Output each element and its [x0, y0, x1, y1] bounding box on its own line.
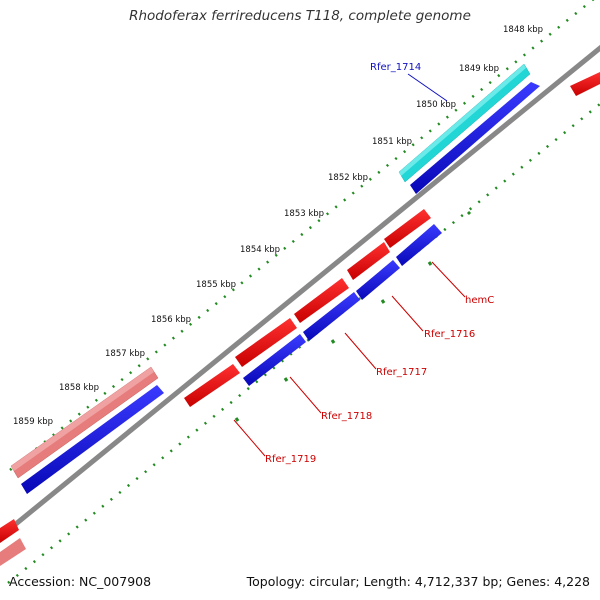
tick-label: 1852 kbp [328, 173, 368, 183]
red-gene-rfer-1718-area[interactable] [235, 318, 297, 367]
tick-label: 1851 kbp [372, 137, 412, 147]
red-gene-bottom-left[interactable] [0, 519, 19, 543]
tick-label: 1850 kbp [416, 100, 456, 110]
genome-title: Rhodoferax ferrireducens T118, complete … [129, 8, 471, 24]
leader-rfer-1718 [289, 376, 322, 414]
gene-pale-left-feature[interactable] [10, 366, 159, 479]
red-gene-rfer-1716-area[interactable] [384, 209, 431, 248]
tick-label: 1857 kbp [105, 349, 145, 359]
gene-rfer-1714-feature[interactable] [398, 63, 531, 183]
blue-gene-center-1[interactable] [396, 224, 442, 266]
red-gene-hemc-area[interactable] [347, 242, 390, 280]
tick-label: 1854 kbp [240, 245, 280, 255]
tick-label: 1848 kbp [503, 25, 543, 35]
tick-label: 1849 kbp [459, 64, 499, 74]
blue-gene-center-4[interactable] [243, 334, 306, 386]
tick-label: 1853 kbp [284, 209, 324, 219]
gene-label-hemc[interactable]: hemC [465, 295, 494, 306]
leader-rfer-1716 [391, 295, 424, 332]
red-gene-mid[interactable] [294, 278, 349, 323]
red-gene-far-right[interactable] [570, 72, 600, 96]
gene-label-rfer-1719[interactable]: Rfer_1719 [265, 454, 316, 465]
gene-label-rfer-1714[interactable]: Rfer_1714 [370, 62, 421, 73]
blue-gene-left[interactable] [21, 385, 164, 494]
gene-label-rfer-1718[interactable]: Rfer_1718 [321, 411, 372, 422]
tick-label: 1858 kbp [59, 383, 99, 393]
outer-tick-ring [9, 0, 595, 471]
leader-rfer-1717 [344, 332, 377, 370]
leader-hemc [431, 261, 466, 298]
gene-pale-bottom-feature[interactable] [0, 538, 26, 566]
tick-label: 1856 kbp [151, 315, 191, 325]
leader-rfer-1719 [233, 419, 266, 457]
gene-label-rfer-1716[interactable]: Rfer_1716 [424, 329, 475, 340]
blue-gene-center-2[interactable] [356, 260, 400, 300]
blue-gene-center-3[interactable] [303, 292, 360, 341]
red-gene-rfer-1719-area[interactable] [184, 364, 240, 407]
genome-backbone [0, 44, 600, 541]
genome-info-label: Topology: circular; Length: 4,712,337 bp… [246, 574, 590, 589]
leader-rfer-1714 [407, 73, 448, 102]
tick-label: 1855 kbp [196, 280, 236, 290]
tick-label: 1859 kbp [13, 417, 53, 427]
blue-gene-upper[interactable] [410, 82, 540, 194]
gene-label-rfer-1717[interactable]: Rfer_1717 [376, 367, 427, 378]
accession-label: Accession: NC_007908 [9, 574, 152, 589]
inner-major-ticks [234, 210, 472, 422]
